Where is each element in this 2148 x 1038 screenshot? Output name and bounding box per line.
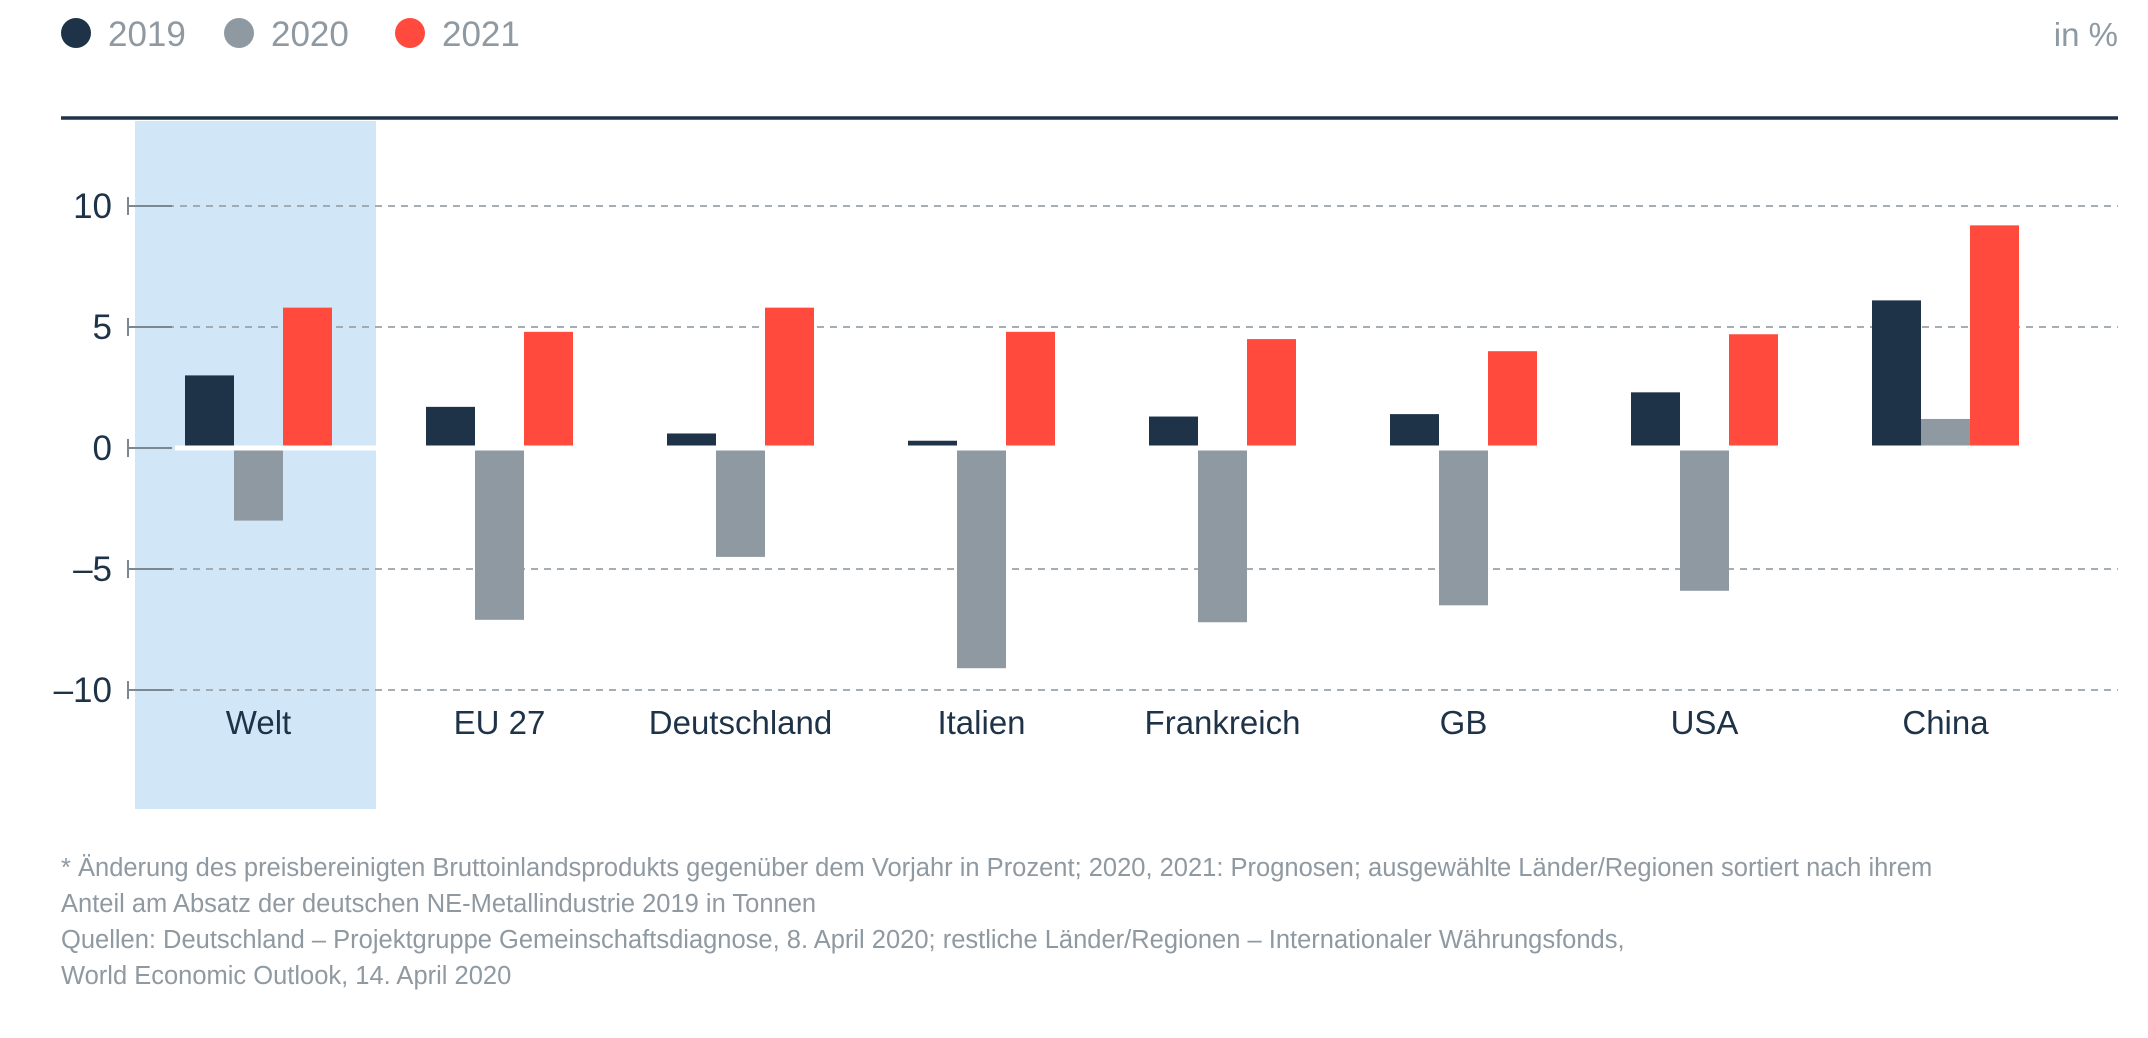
bar-2020 <box>1680 448 1729 591</box>
y-tick-label: 5 <box>93 308 112 347</box>
bar-2020 <box>234 448 283 521</box>
bar-2021 <box>765 307 814 448</box>
bar-2019 <box>1390 414 1439 448</box>
y-tick-label: 10 <box>73 187 112 226</box>
category-label: USA <box>1671 704 1739 741</box>
bar-2021 <box>283 307 332 448</box>
category-label: China <box>1902 704 1989 741</box>
legend-label: 2020 <box>271 15 349 54</box>
bar-2021 <box>1970 225 2019 448</box>
category-label: Welt <box>226 704 291 741</box>
bar-2020 <box>957 448 1006 669</box>
y-tick-label: –10 <box>54 671 112 710</box>
legend-label: 2019 <box>108 15 186 54</box>
category-label: Deutschland <box>649 704 832 741</box>
bar-2020 <box>475 448 524 620</box>
bar-2019 <box>1149 416 1198 448</box>
y-tick-label: –5 <box>73 550 112 589</box>
footnote-line: Quellen: Deutschland – Projektgruppe Gem… <box>61 926 1625 954</box>
bar-2021 <box>1006 331 1055 448</box>
bar-2019 <box>185 375 234 448</box>
bar-2020 <box>1921 418 1970 448</box>
bar-2019 <box>667 433 716 448</box>
legend-marker-2019 <box>61 18 91 48</box>
category-label: Frankreich <box>1145 704 1301 741</box>
legend-marker-2020 <box>224 18 254 48</box>
bar-2019 <box>908 440 957 448</box>
legend: 2019 2020 2021 <box>61 15 520 54</box>
bar-2019 <box>1631 392 1680 448</box>
footnote-line: World Economic Outlook, 14. April 2020 <box>61 962 512 990</box>
grid-layer <box>128 205 2118 691</box>
bar-2021 <box>1247 339 1296 448</box>
bar-2021 <box>524 331 573 448</box>
bar-2019 <box>426 406 475 448</box>
category-label: GB <box>1440 704 1488 741</box>
bar-2020 <box>1198 448 1247 623</box>
bar-2019 <box>1872 300 1921 448</box>
footnote-line: Anteil am Absatz der deutschen NE-Metall… <box>61 890 817 918</box>
labels-layer: Welt EU 27 Deutschland Italien Frankreich GB U… <box>226 704 1989 741</box>
category-label: Italien <box>937 704 1025 741</box>
category-label: EU 27 <box>454 704 546 741</box>
legend-marker-2021 <box>395 18 425 48</box>
bar-2020 <box>1439 448 1488 606</box>
axis-layer: 10 5 0 –5 –10 <box>54 187 2118 710</box>
bars-layer <box>185 225 2019 669</box>
bar-2021 <box>1488 351 1537 448</box>
footnote: * Änderung des preisbereinigten Bruttoin… <box>61 850 2121 994</box>
bar-2020 <box>716 448 765 557</box>
y-tick-label: 0 <box>93 429 112 468</box>
footnote-line: * Änderung des preisbereinigten Bruttoin… <box>61 854 1933 882</box>
unit-label: in % <box>2054 16 2118 53</box>
bar-2021 <box>1729 334 1778 448</box>
legend-label: 2021 <box>442 15 520 54</box>
